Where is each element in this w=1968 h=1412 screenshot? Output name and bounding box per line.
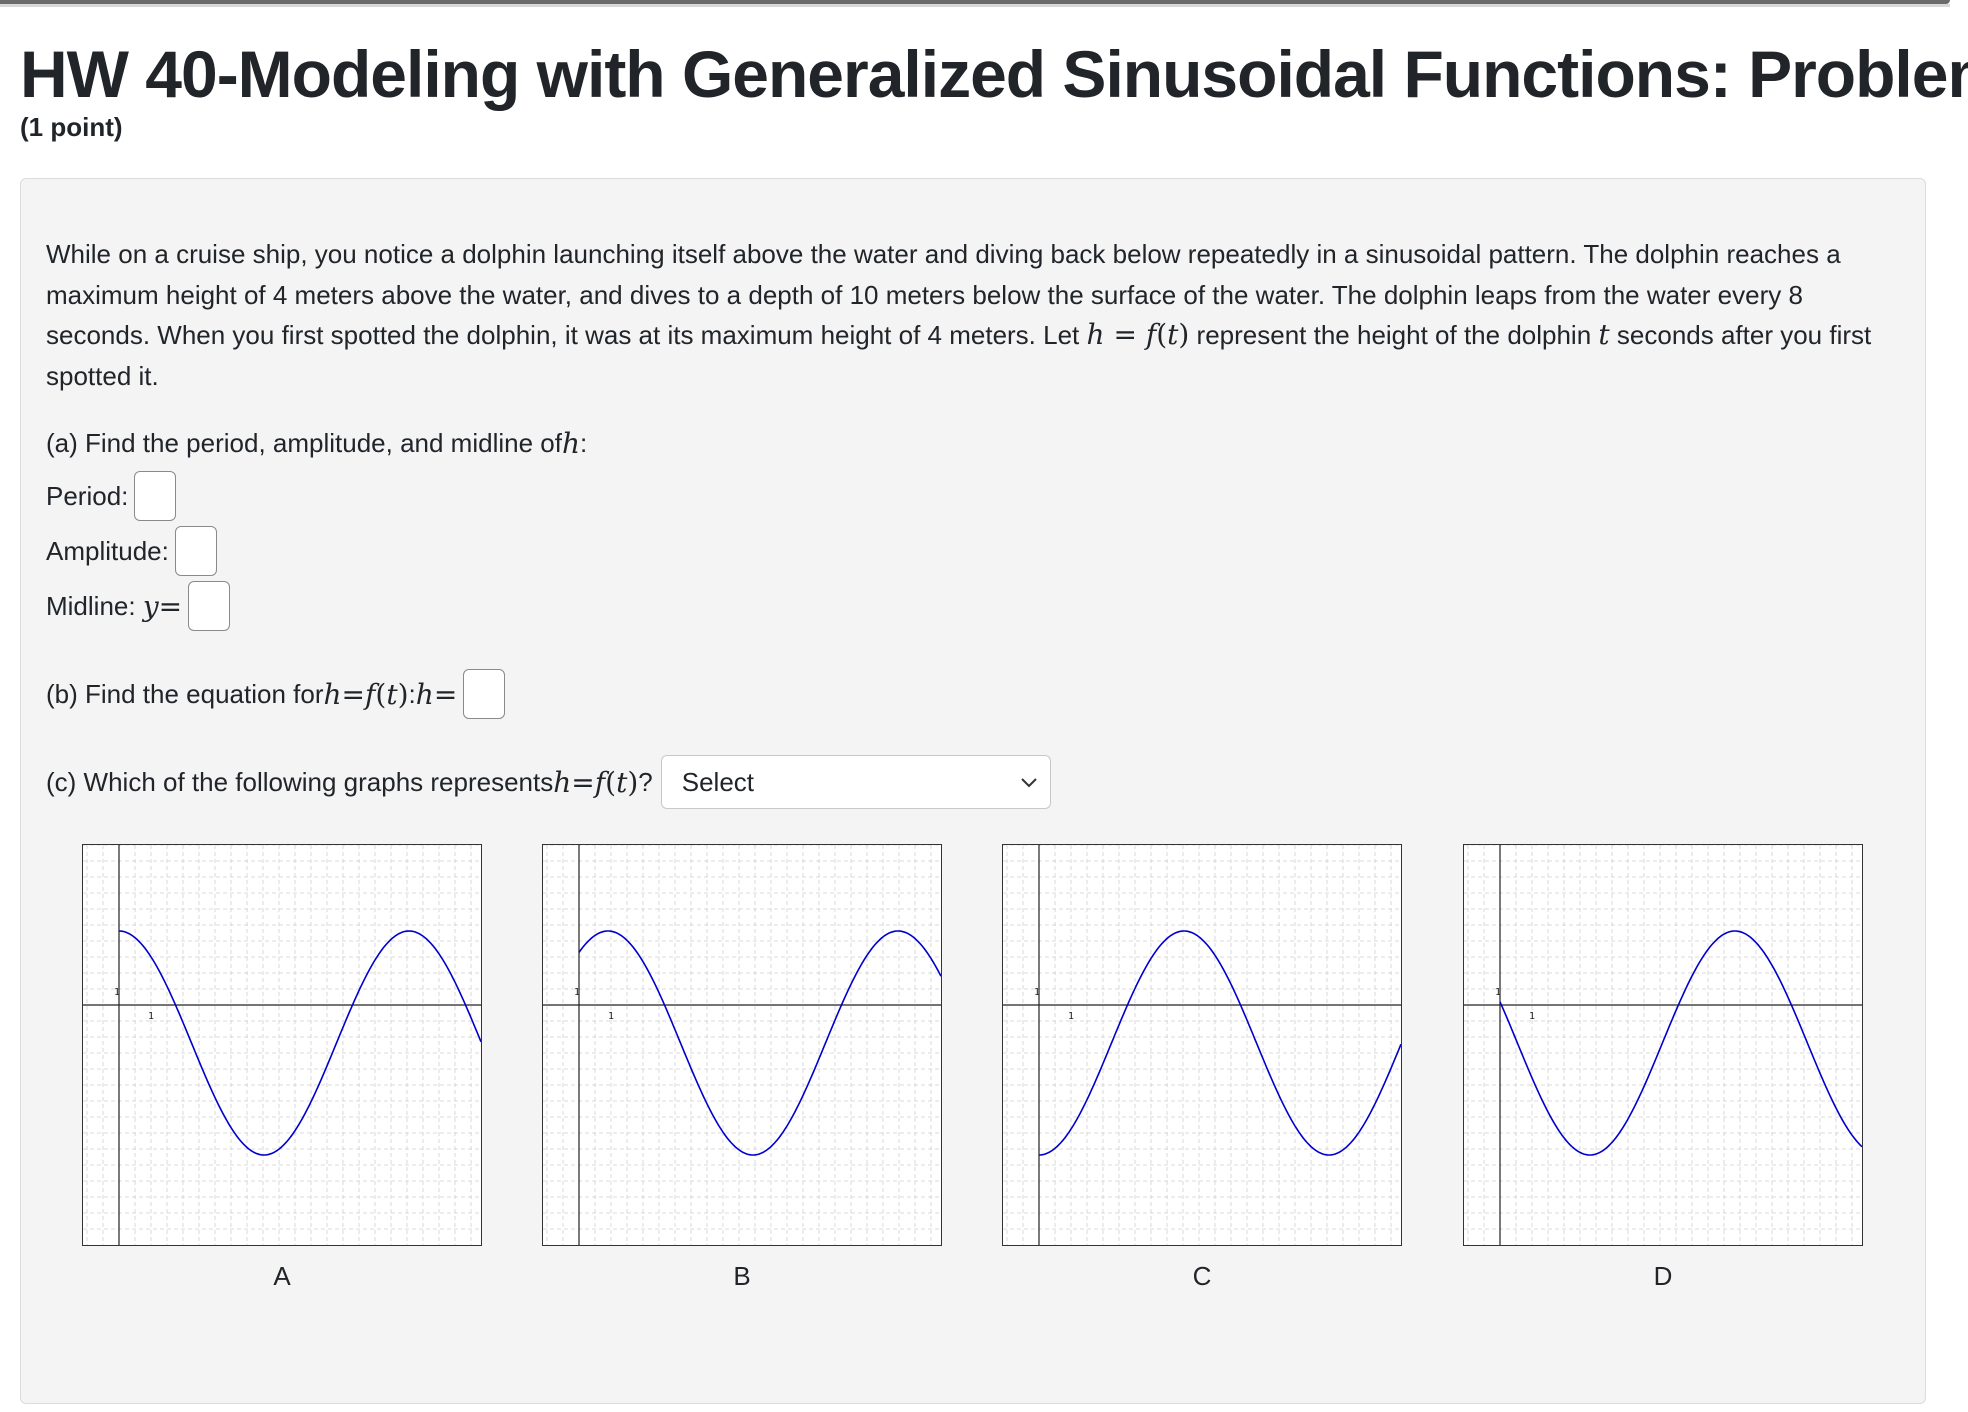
midline-row: Midline: y = (46, 581, 231, 631)
period-row: Period: (46, 471, 177, 521)
period-label: Period: (46, 480, 129, 511)
sinusoid-curve (1499, 930, 1862, 1156)
chevron-down-icon (1021, 778, 1037, 788)
top-border (0, 0, 1950, 10)
sinusoid-curve (578, 930, 941, 1156)
graph-b-canvas: 11 (543, 845, 941, 1245)
y-tick-label: 1 (1495, 987, 1501, 998)
part-b-row: (b) Find the equation for h = f(t): h = (46, 669, 506, 719)
y-tick-label: 1 (574, 987, 580, 998)
x-tick-label: 1 (148, 1011, 154, 1022)
graph-d-label: D (1653, 1261, 1673, 1291)
points-label: (1 point) (20, 112, 123, 142)
graph-c-canvas: 11 (1003, 845, 1401, 1245)
math-f: f (1145, 318, 1157, 351)
midline-label: Midline: (46, 590, 136, 621)
period-input[interactable] (134, 471, 177, 521)
graph-select-dropdown[interactable]: Select (660, 755, 1051, 809)
y-tick-label: 1 (114, 987, 120, 998)
statement-text: seconds after you first spotted it. (46, 320, 1872, 391)
part-a-prompt: (a) Find the period, amplitude, and midl… (46, 427, 588, 460)
amplitude-label: Amplitude: (46, 535, 169, 566)
y-tick-label: 1 (1034, 987, 1040, 998)
statement-text: While on a cruise ship, you notice a dol… (46, 239, 1841, 350)
midline-input[interactable] (188, 581, 231, 631)
graph-a-canvas: 11 (83, 845, 481, 1245)
part-c-row: (c) Which of the following graphs repres… (46, 755, 1051, 809)
math-h: h (1086, 318, 1105, 351)
graph-b-label: B (733, 1261, 751, 1291)
sinusoid-curve (118, 930, 481, 1156)
math-paren: ( (1156, 318, 1168, 351)
amplitude-input[interactable] (174, 526, 217, 576)
math-paren: ) (1178, 318, 1190, 351)
x-tick-label: 1 (608, 1011, 614, 1022)
amplitude-row: Amplitude: (46, 526, 217, 576)
sinusoid-curve (1038, 930, 1401, 1156)
x-tick-label: 1 (1529, 1011, 1535, 1022)
math-t: t (1598, 318, 1610, 351)
select-value: Select (681, 766, 754, 797)
x-tick-label: 1 (1068, 1011, 1074, 1022)
math-t: t (1167, 318, 1179, 351)
graph-c-label: C (1192, 1261, 1212, 1291)
problem-panel: While on a cruise ship, you notice a dol… (20, 178, 1926, 1404)
page-title: HW 40-Modeling with Generalized Sinusoid… (20, 37, 1968, 111)
problem-statement: While on a cruise ship, you notice a dol… (46, 234, 1906, 396)
statement-text: represent the height of the dolphin (1189, 320, 1599, 350)
math-eq: = (1104, 318, 1146, 351)
equation-input[interactable] (463, 669, 506, 719)
graph-a-label: A (273, 1261, 291, 1291)
graph-d-canvas: 11 (1464, 845, 1862, 1245)
